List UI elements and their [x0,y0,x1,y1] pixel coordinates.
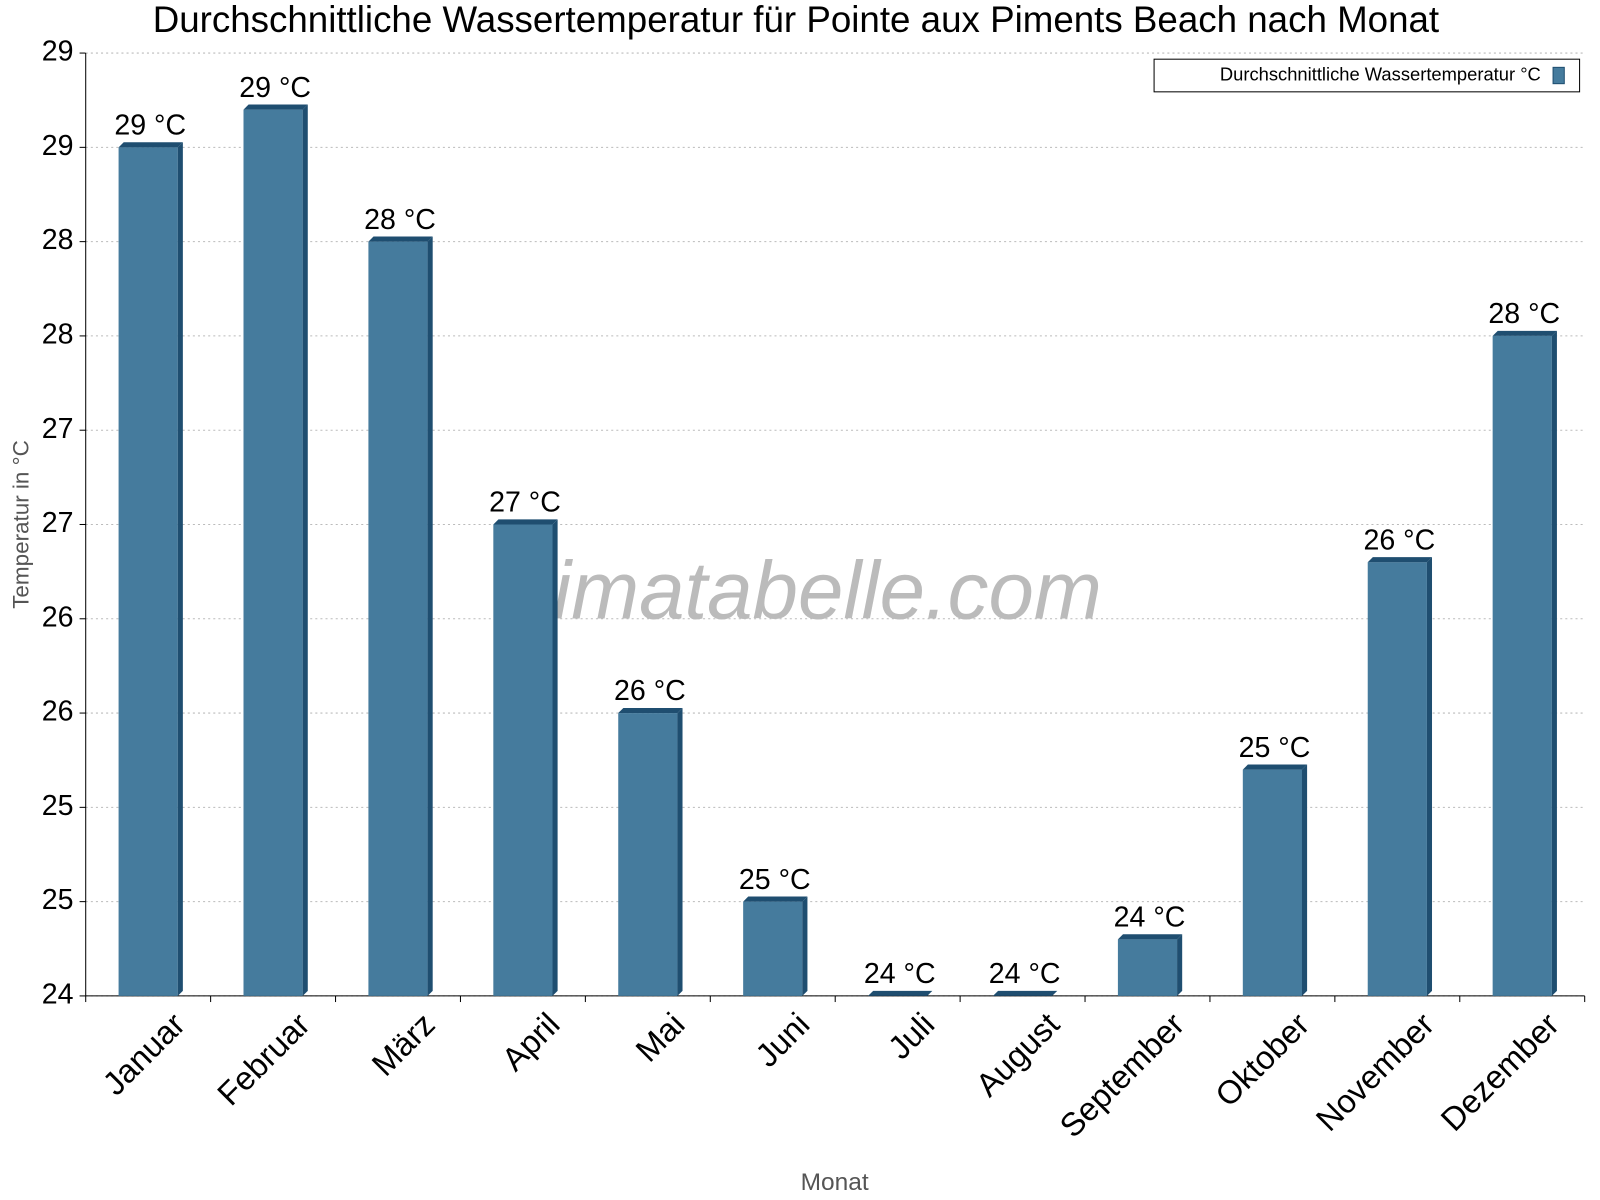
value-label: 26 °C [1363,524,1435,556]
bar-side [177,142,183,996]
bar-side [552,519,558,996]
legend-label: Durchschnittliche Wassertemperatur °C [1220,63,1541,84]
bar-top [118,142,183,148]
value-label: 28 °C [1488,298,1560,330]
bar [243,109,303,996]
y-tick-label: 29 [42,130,74,162]
value-label: 29 °C [114,109,186,141]
bar [743,901,803,996]
value-label: 25 °C [739,864,811,896]
bar [1367,562,1427,996]
x-axis-label: Monat [801,1169,869,1196]
y-tick-label: 25 [42,884,74,916]
bar [493,524,553,996]
bar-top [992,990,1058,996]
bar [1242,769,1302,996]
bar-top [243,104,308,110]
bar [118,147,178,996]
value-label: 29 °C [239,72,311,104]
bar-top [368,236,433,242]
legend-box [1153,58,1581,93]
y-tick-label: 27 [42,413,74,445]
chart-title: Durchschnittliche Wassertemperatur für P… [153,0,1439,40]
bar-top [618,707,683,714]
bar-side [1301,764,1308,996]
y-tick-label: 28 [42,318,74,350]
bar-side [427,236,433,996]
bar-top [1117,934,1183,940]
y-tick-label: 26 [42,601,74,633]
bar-top [868,990,933,996]
bar [618,713,678,996]
bar [1492,335,1552,996]
value-label: 25 °C [1239,732,1311,764]
value-label: 24 °C [1114,901,1186,933]
y-tick-label: 27 [42,507,74,539]
bar-top [1367,557,1433,563]
bar-side [1551,330,1557,996]
y-tick-label: 26 [42,696,74,728]
bar-top [1242,764,1308,770]
watermark: klimatabelle.com [494,546,1102,637]
y-axis-label: Temperatur in °C [8,440,33,609]
bar-side [1426,557,1433,996]
bar-side [302,104,308,996]
y-tick-label: 25 [42,790,74,822]
bar-top [1492,330,1557,336]
bar-side [802,896,808,996]
value-label: 27 °C [489,487,561,519]
y-tick-label: 28 [42,224,74,256]
bar-top [743,896,808,902]
bar-top [493,519,558,525]
value-label: 24 °C [864,958,936,990]
value-label: 26 °C [614,675,686,707]
value-label: 28 °C [364,204,436,236]
bar [1117,939,1178,996]
y-tick-label: 24 [42,978,74,1010]
bar-side [1177,934,1183,996]
value-label: 24 °C [989,958,1061,990]
y-tick-label: 29 [42,36,74,68]
legend-swatch [1552,66,1565,85]
bar-side [677,707,683,996]
bar [368,241,428,996]
